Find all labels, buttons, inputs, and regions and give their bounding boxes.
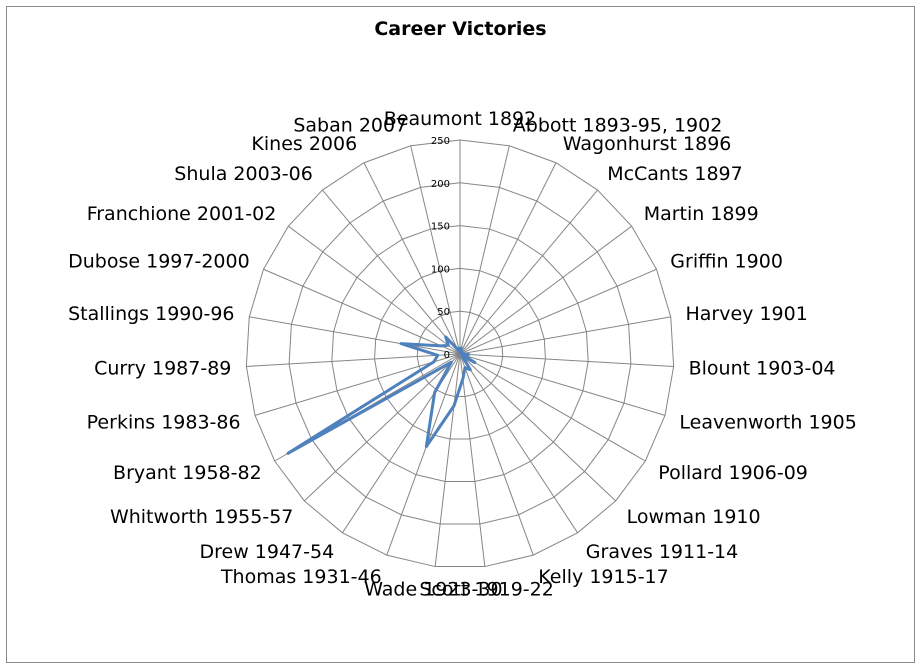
series-layer (286, 335, 477, 455)
grid-spoke (288, 225, 461, 355)
data-point (464, 366, 466, 369)
grid-spoke (363, 162, 461, 355)
data-point (450, 361, 453, 364)
data-point (432, 361, 435, 363)
grid-spoke (459, 353, 666, 416)
radar-grid (245, 139, 675, 568)
category-label: Franchione 2001-02 (87, 203, 277, 225)
category-label: Whitworth 1955-57 (110, 506, 293, 528)
grid-spoke (459, 353, 486, 567)
category-label: Bryant 1958-82 (113, 462, 262, 484)
data-point (440, 345, 442, 347)
data-point (467, 353, 470, 356)
category-label: Pollard 1906-09 (658, 462, 808, 484)
grid-spoke (459, 225, 632, 355)
data-point (425, 445, 428, 448)
category-label: Abbott 1893-95, 1902 (513, 114, 723, 136)
grid-spoke (254, 353, 461, 416)
data-point (436, 354, 439, 357)
grid-spoke (249, 316, 461, 355)
data-point (457, 347, 460, 349)
data-point (469, 368, 472, 371)
data-point (447, 344, 450, 347)
grid-spoke (459, 353, 646, 462)
grid-spoke (303, 353, 461, 502)
grid-spoke (459, 353, 674, 367)
grid-ring (331, 225, 589, 483)
grid-spoke (459, 145, 510, 355)
category-label: Curry 1987-89 (94, 358, 231, 380)
grid-ring (374, 267, 546, 440)
data-point (400, 342, 402, 345)
category-label: Kines 2006 (251, 133, 357, 155)
category-label: Wagonhurst 1896 (563, 133, 732, 155)
grid-spoke (410, 145, 461, 355)
category-label: Martin 1899 (644, 203, 759, 225)
grid-spoke (263, 268, 461, 355)
data-point (462, 354, 465, 356)
category-label: Perkins 1983-86 (87, 412, 241, 434)
grid-spoke (459, 353, 617, 502)
tick-label: 200 (431, 179, 450, 190)
grid-spoke (322, 189, 461, 355)
data-point (287, 452, 289, 455)
grid-spoke (459, 268, 657, 355)
data-point (433, 391, 436, 394)
category-label: Drew 1947-54 (200, 541, 335, 563)
grid-spoke (434, 353, 461, 567)
tick-label: 250 (431, 136, 450, 147)
grid-spoke (459, 162, 557, 355)
grid-ring (288, 182, 632, 525)
data-point (462, 377, 464, 380)
tick-label: 50 (437, 307, 450, 318)
grid-spoke (459, 353, 579, 534)
tick-label: 100 (431, 264, 450, 275)
category-label: Kelly 1915-17 (538, 566, 668, 588)
grid-spoke (459, 316, 671, 355)
category-label: Beaumont 1892 (384, 108, 536, 130)
data-point (461, 354, 463, 357)
data-point (444, 336, 447, 338)
tick-label: 150 (431, 222, 450, 233)
data-point (460, 347, 463, 349)
category-label: McCants 1897 (607, 163, 743, 185)
category-label: Lowman 1910 (627, 506, 761, 528)
grid-ring (416, 310, 504, 398)
grid-ring (245, 139, 675, 568)
category-label: Stallings 1990-96 (68, 303, 234, 325)
grid-spoke (386, 353, 461, 556)
category-label: Shula 2003-06 (174, 163, 313, 185)
chart-title: Career Victories (374, 18, 547, 40)
category-label: Leavenworth 1905 (679, 412, 856, 434)
category-label: Graves 1911-14 (586, 541, 738, 563)
category-label: Dubose 1997-2000 (68, 251, 250, 273)
tick-label: 0 (444, 350, 450, 361)
category-label: Wade 1923-30 (364, 578, 502, 600)
data-point (474, 361, 476, 364)
grid-spoke (459, 353, 534, 556)
category-label: Harvey 1901 (686, 303, 808, 325)
data-point (456, 348, 459, 351)
data-point (460, 352, 463, 355)
grid-spoke (246, 353, 461, 367)
category-label: Saban 2007 (293, 114, 407, 136)
data-point (453, 405, 455, 407)
category-label: Blount 1903-04 (689, 358, 836, 380)
grid-spoke (459, 189, 598, 355)
category-label: Thomas 1931-46 (220, 566, 382, 588)
category-label: Scott 1919-22 (419, 578, 553, 600)
radial-axis-ticks: 0 50 100 150 200 250 (431, 136, 450, 361)
category-label: Griffin 1900 (670, 251, 783, 273)
